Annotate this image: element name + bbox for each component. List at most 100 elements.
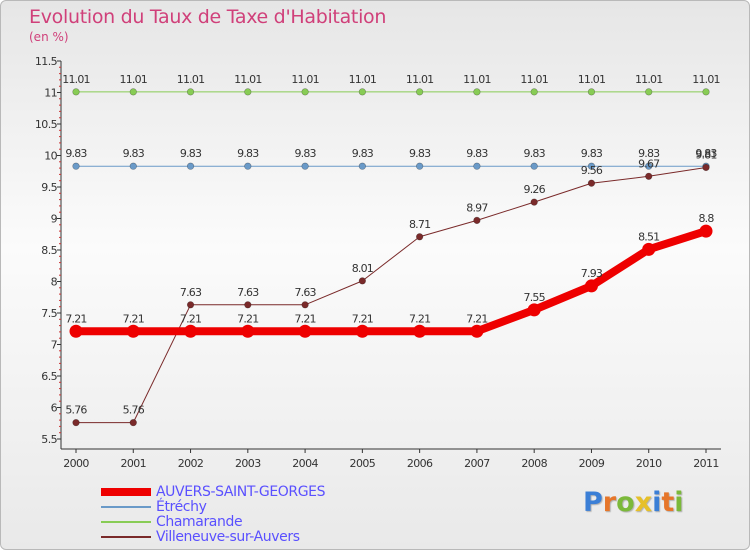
x-tick-label: 2009: [579, 457, 605, 470]
data-point-etrechy: [72, 162, 80, 170]
y-tick-label: 6.5: [41, 370, 57, 383]
legend-swatch: [101, 536, 151, 538]
data-label-chamarande: 11.01: [463, 73, 491, 86]
data-point-chamarande: [473, 88, 481, 96]
data-label-auvers-saint-georges: 7.21: [123, 312, 144, 325]
chart-plot-area: [69, 88, 713, 427]
data-label-auvers-saint-georges: 7.21: [466, 312, 487, 325]
x-tick-label: 2001: [120, 457, 146, 470]
data-point-etrechy: [587, 162, 596, 170]
data-point-etrechy: [129, 162, 137, 170]
data-point-villeneuve-sur-auvers: [301, 301, 309, 309]
y-tick-label: 7.5: [41, 307, 57, 320]
data-point-chamarande: [186, 88, 195, 96]
y-tick-label: 11.5: [35, 55, 58, 68]
x-tick-label: 2003: [235, 457, 261, 470]
y-tick-label: 7: [51, 339, 58, 352]
data-point-chamarande: [645, 88, 653, 96]
data-label-auvers-saint-georges: 7.21: [237, 312, 258, 325]
data-label-auvers-saint-georges: 7.93: [581, 267, 603, 280]
data-point-chamarande: [72, 88, 80, 96]
x-tick-label: 2000: [63, 457, 89, 470]
data-label-chamarande: 11.01: [692, 73, 720, 86]
data-point-auvers-saint-georges: [527, 303, 541, 317]
data-label-villeneuve-sur-auvers: 9.26: [524, 183, 546, 196]
data-label-etrechy: 9.83: [180, 147, 202, 160]
data-point-villeneuve-sur-auvers: [244, 301, 252, 309]
chart-subtitle: (en %): [29, 30, 69, 44]
data-label-chamarande: 11.01: [635, 73, 663, 86]
data-point-auvers-saint-georges: [470, 324, 484, 338]
data-label-etrechy: 9.83: [638, 147, 660, 160]
legend-label: Chamarande: [156, 514, 243, 530]
data-point-auvers-saint-georges: [69, 324, 83, 338]
data-label-chamarande: 11.01: [578, 73, 606, 86]
data-point-etrechy: [645, 162, 653, 170]
data-label-etrechy: 9.83: [65, 147, 87, 160]
chart-data-labels: 9.83 9.83 9.83 9.83 9.83 9.83 9.83 9.83 9.83 9.83…: [62, 73, 720, 417]
data-label-chamarande: 11.01: [177, 73, 205, 86]
data-label-chamarande: 11.01: [406, 73, 434, 86]
data-point-etrechy: [244, 162, 252, 170]
data-point-etrechy: [358, 162, 366, 170]
data-point-auvers-saint-georges: [699, 224, 713, 238]
data-point-auvers-saint-georges: [413, 324, 427, 338]
data-point-villeneuve-sur-auvers: [473, 216, 481, 224]
series-line-auvers-saint-georges: [76, 227, 708, 336]
data-label-auvers-saint-georges: 7.21: [180, 312, 201, 325]
data-point-etrechy: [416, 162, 424, 170]
data-point-auvers-saint-georges: [184, 324, 198, 338]
chart-axes: 5.5 6 6.5 7 7.5 8 8.5 9 9.5 10 10.5 11 11.5 2000 2001 2…: [35, 55, 721, 470]
data-point-villeneuve-sur-auvers: [72, 419, 80, 427]
data-label-etrechy: 9.83: [581, 147, 603, 160]
data-point-auvers-saint-georges: [355, 324, 369, 338]
data-point-chamarande: [416, 88, 424, 96]
data-point-chamarande: [702, 88, 710, 96]
proxiti-logo: Proxiti: [583, 487, 684, 518]
x-tick-label: 2011: [693, 457, 719, 470]
y-tick-label: 8.5: [41, 244, 57, 257]
data-label-chamarande: 11.01: [291, 73, 319, 86]
data-point-auvers-saint-georges: [642, 242, 656, 256]
data-label-chamarande: 11.01: [520, 73, 548, 86]
data-label-auvers-saint-georges: 7.21: [409, 312, 430, 325]
data-label-auvers-saint-georges: 8.8: [698, 212, 714, 225]
legend-swatch: [101, 488, 151, 496]
data-label-etrechy: 9.83: [524, 147, 546, 160]
x-tick-label: 2004: [292, 457, 318, 470]
legend-label: Villeneuve-sur-Auvers: [156, 529, 300, 545]
data-label-etrechy: 9.83: [352, 147, 374, 160]
data-point-etrechy: [301, 162, 309, 170]
data-point-chamarande: [129, 88, 137, 96]
data-label-chamarande: 11.01: [234, 73, 262, 86]
x-tick-label: 2002: [178, 457, 204, 470]
data-label-auvers-saint-georges: 7.21: [294, 312, 315, 325]
data-label-chamarande: 11.01: [120, 73, 148, 86]
x-tick-label: 2008: [521, 457, 547, 470]
data-label-villeneuve-sur-auvers: 5.76: [123, 404, 145, 417]
data-point-auvers-saint-georges: [241, 324, 255, 338]
legend-label: Étréchy: [156, 499, 207, 515]
data-label-auvers-saint-georges: 8.51: [638, 230, 659, 243]
data-point-etrechy: [186, 162, 195, 170]
data-label-etrechy: 9.83: [237, 147, 259, 160]
x-tick-label: 2007: [464, 457, 490, 470]
data-point-villeneuve-sur-auvers: [587, 179, 596, 187]
data-label-chamarande: 11.01: [349, 73, 377, 86]
data-label-villeneuve-sur-auvers: 7.63: [237, 286, 259, 299]
y-tick-label: 10: [44, 150, 57, 163]
y-tick-label: 8: [51, 276, 58, 289]
data-point-villeneuve-sur-auvers: [358, 277, 366, 285]
legend-swatch: [101, 521, 151, 523]
data-label-etrechy: 9.83: [294, 147, 316, 160]
data-point-chamarande: [530, 88, 538, 96]
data-label-villeneuve-sur-auvers: 9.56: [581, 164, 603, 177]
x-tick-label: 2010: [636, 457, 662, 470]
data-point-villeneuve-sur-auvers: [702, 163, 710, 172]
series-line-villeneuve-sur-auvers: [76, 166, 707, 424]
data-label-villeneuve-sur-auvers: 9.81: [695, 148, 716, 161]
data-label-auvers-saint-georges: 7.21: [65, 312, 86, 325]
data-point-chamarande: [301, 88, 309, 96]
